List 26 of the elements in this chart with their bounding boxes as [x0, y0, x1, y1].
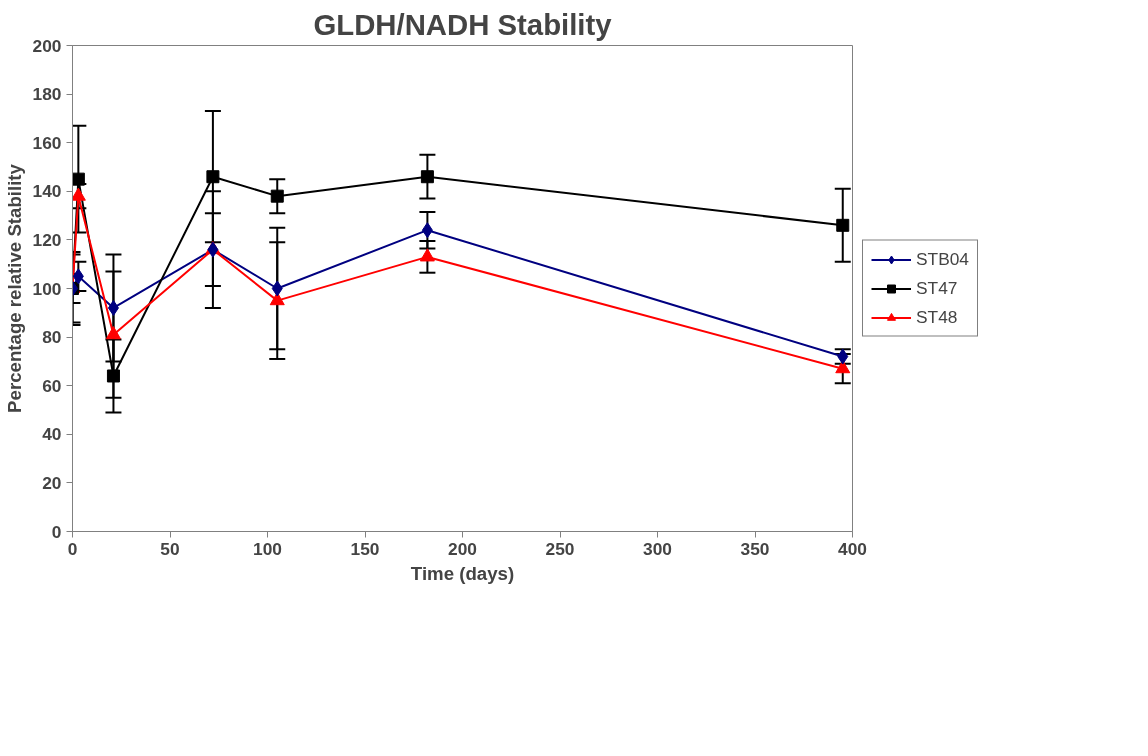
x-tick-label: 400: [838, 538, 867, 559]
x-tick-label: 200: [448, 538, 477, 559]
y-tick-label: 160: [32, 132, 62, 153]
x-tick-label: 50: [160, 538, 180, 559]
x-tick-label: 300: [643, 538, 672, 559]
legend-label: ST48: [916, 306, 958, 328]
x-tick-label: 100: [253, 538, 282, 559]
y-axis-title: Percentage relative Stability: [3, 163, 25, 413]
x-tick-label: 150: [350, 538, 380, 559]
y-tick-label: 0: [51, 521, 62, 542]
y-tick-label: 80: [42, 327, 62, 348]
x-tick-label: 250: [545, 538, 575, 559]
x-tick-label: 350: [740, 538, 770, 559]
x-axis-title: Time (days): [410, 562, 515, 584]
y-tick-label: 20: [42, 472, 62, 493]
y-tick-label: 180: [32, 84, 62, 105]
y-tick-label: 100: [32, 278, 62, 299]
y-tick-label: 200: [32, 35, 62, 56]
legend-label: STB04: [916, 248, 969, 270]
chart-title: GLDH/NADH Stability: [313, 7, 613, 41]
legend-label: ST47: [916, 277, 958, 299]
x-tick-label: 0: [67, 538, 78, 559]
y-tick-label: 40: [42, 424, 62, 445]
y-tick-label: 120: [32, 229, 62, 250]
y-tick-label: 60: [42, 375, 62, 396]
y-tick-label: 140: [32, 181, 62, 202]
